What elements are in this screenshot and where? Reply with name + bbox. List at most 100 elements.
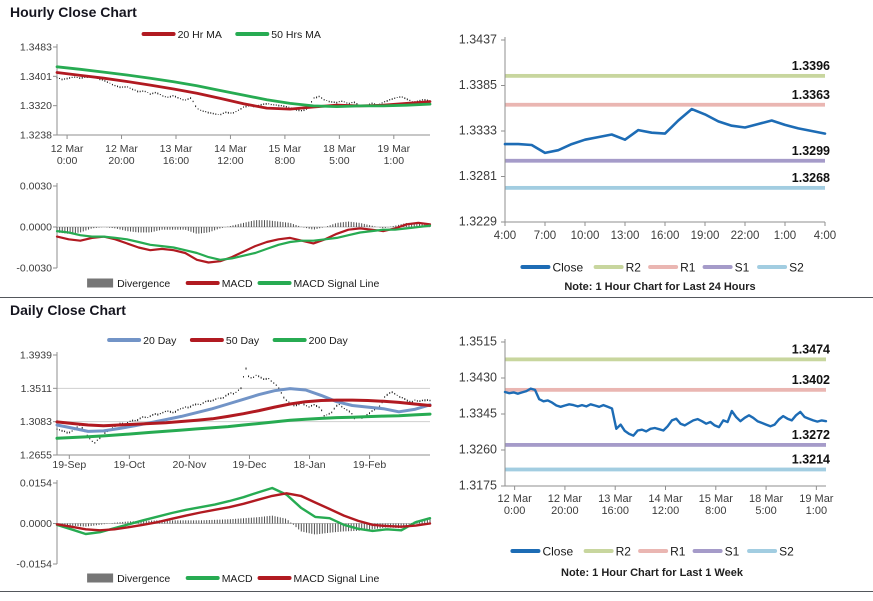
daily-section-title: Daily Close Chart <box>10 302 126 318</box>
legend-label: MACD <box>222 573 253 585</box>
daily-chart-note: Note: 1 Hour Chart for Last 1 Week <box>561 567 743 579</box>
x-tick-label: 16:00 <box>601 505 629 517</box>
legend-label: 20 Day <box>143 335 177 347</box>
level-line-s2 <box>505 467 826 472</box>
legend-label: Close <box>552 260 583 274</box>
legend-label: 200 Day <box>309 335 349 347</box>
y-tick-label: 1.3238 <box>20 130 52 142</box>
y-tick-label: 1.3401 <box>20 71 52 83</box>
x-tick-label: 7:00 <box>534 230 556 242</box>
x-tick-label: 12 Mar <box>548 493 583 505</box>
y-tick-label: -0.0154 <box>16 559 52 571</box>
x-tick-label: 13 Mar <box>598 493 633 505</box>
series-50-day <box>55 398 432 428</box>
y-tick-label: 0.0030 <box>20 181 52 193</box>
bottom-divider <box>0 591 873 592</box>
y-tick-label: 0.0000 <box>20 518 52 530</box>
level-label-s2: 1.3214 <box>792 452 830 466</box>
x-tick-label: 18-Jan <box>293 459 325 471</box>
legend-swatch <box>87 573 114 583</box>
legend-item-macd: MACD <box>185 278 253 290</box>
x-tick-label: 19 Mar <box>799 493 834 505</box>
legend-label: R2 <box>626 260 642 274</box>
legend-label: S2 <box>789 260 804 274</box>
y-tick-label: 1.3229 <box>459 215 497 229</box>
x-tick-label: 13:00 <box>611 230 640 242</box>
x-tick-label: 8:00 <box>275 155 296 167</box>
hourly-pivot-chart: 1.3396 1.3363 1.3299 1.3268 1.3437 1.3385 1.33… <box>459 33 836 275</box>
legend-item-s2: S2 <box>757 260 804 274</box>
legend-item-50-hrs-ma: 50 Hrs MA <box>235 29 321 41</box>
x-tick-label: 5:00 <box>329 155 350 167</box>
legend-item-macd: MACD <box>185 573 253 585</box>
y-tick-label: -0.0030 <box>16 263 52 275</box>
x-tick-label: 14 Mar <box>214 143 247 155</box>
x-tick-label: 20:00 <box>108 155 134 167</box>
level-line-s2 <box>505 185 825 190</box>
legend-label: R1 <box>680 260 696 274</box>
level-label-r1: 1.3363 <box>792 88 830 102</box>
legend-label: S1 <box>735 260 750 274</box>
x-tick-label: 1:00 <box>774 230 796 242</box>
legend-label: MACD <box>222 278 253 290</box>
x-tick-label: 12:00 <box>217 155 243 167</box>
y-tick-label: 0.0000 <box>20 222 52 234</box>
series-20-hr-ma <box>55 71 432 111</box>
x-tick-label: 5:00 <box>755 505 776 517</box>
legend-label: Divergence <box>117 278 170 290</box>
legend-item-r1: R1 <box>638 544 686 558</box>
legend-label: Close <box>542 544 573 558</box>
level-line-r1 <box>505 387 826 392</box>
y-tick-label: 1.3385 <box>459 78 497 92</box>
y-tick-label: 1.3430 <box>459 371 497 385</box>
level-label-s1: 1.3272 <box>792 428 830 442</box>
x-tick-label: 8:00 <box>705 505 726 517</box>
x-tick-label: 4:00 <box>814 230 836 242</box>
x-tick-label: 0:00 <box>504 505 525 517</box>
legend-item-200-day: 200 Day <box>272 335 349 347</box>
legend-item-20-day: 20 Day <box>107 335 177 347</box>
series-200-day <box>55 412 432 440</box>
x-tick-label: 22:00 <box>731 230 760 242</box>
legend-label: 50 Hrs MA <box>271 29 321 41</box>
y-tick-label: 1.2655 <box>20 450 52 462</box>
legend-label: S2 <box>779 544 794 558</box>
legend-label: MACD Signal Line <box>294 573 380 585</box>
x-tick-label: 12 Mar <box>498 493 533 505</box>
legend-item-divergence: Divergence <box>87 278 170 290</box>
x-tick-label: 12 Mar <box>105 143 138 155</box>
x-tick-label: 20:00 <box>551 505 579 517</box>
legend-label: MACD Signal Line <box>294 278 380 290</box>
legend-label: R2 <box>616 544 632 558</box>
legend-item-close: Close <box>520 260 583 274</box>
series-macd-signal-line <box>55 224 432 261</box>
level-label-r2: 1.3474 <box>792 342 830 356</box>
x-tick-label: 19-Dec <box>233 459 267 471</box>
x-tick-label: 18 Mar <box>749 493 784 505</box>
series-macd <box>55 486 432 536</box>
legend-label: 20 Hr MA <box>178 29 222 41</box>
legend-item-close: Close <box>510 544 573 558</box>
daily-pivot-chart: 1.3474 1.3402 1.3272 1.3214 1.3515 1.3430 1.33… <box>459 335 834 559</box>
y-tick-label: 1.3175 <box>459 479 497 493</box>
y-tick-label: 1.3320 <box>20 100 52 112</box>
legend-label: R1 <box>670 544 686 558</box>
x-tick-label: 19 Mar <box>377 143 410 155</box>
legend-item-macd-signal-line: MACD Signal Line <box>257 573 380 585</box>
series-close <box>503 107 827 155</box>
section-divider <box>0 297 873 298</box>
x-tick-label: 19-Oct <box>114 459 146 471</box>
legend-item-r2: R2 <box>583 544 632 558</box>
x-tick-label: 10:00 <box>571 230 600 242</box>
level-line-r2 <box>505 357 826 362</box>
x-tick-label: 19:00 <box>691 230 720 242</box>
x-tick-label: 16:00 <box>651 230 680 242</box>
y-tick-label: 1.3345 <box>459 407 497 421</box>
legend-swatch <box>87 278 114 288</box>
daily-macd-chart: 0.0154 0.0000 -0.0154 Divergence MACD MACD Si… <box>16 478 432 585</box>
legend-item-s2: S2 <box>747 544 794 558</box>
